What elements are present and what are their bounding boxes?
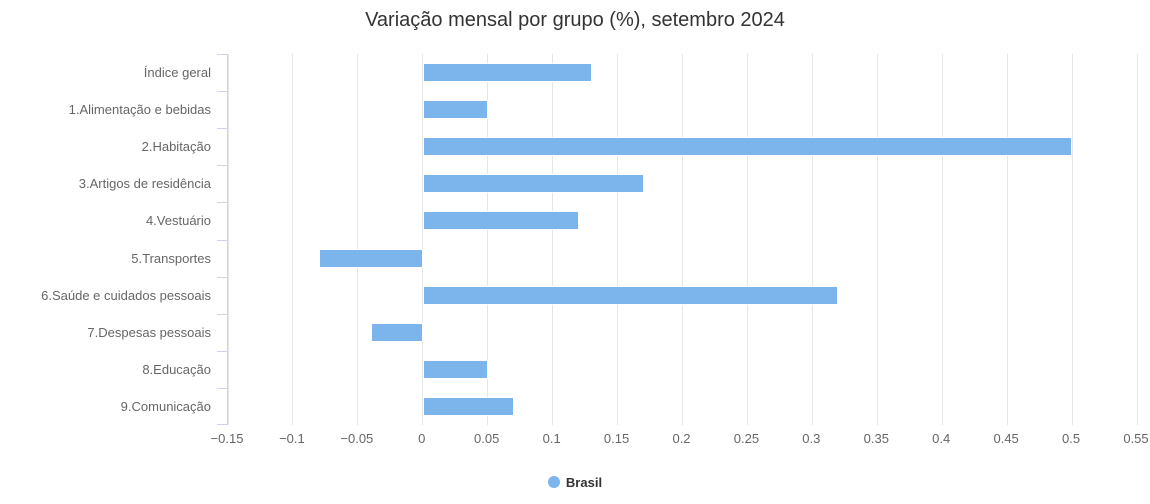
category-label: 5.Transportes	[131, 251, 211, 266]
bar[interactable]	[422, 211, 579, 230]
value-tick-label: −0.1	[279, 431, 305, 446]
bar[interactable]	[422, 137, 1073, 156]
value-tick-label: 0.55	[1123, 431, 1149, 446]
gridline	[357, 54, 359, 425]
category-label: 8.Educação	[142, 362, 211, 377]
bar[interactable]	[318, 249, 423, 268]
value-tick-label: 0.3	[802, 431, 821, 446]
axis-tick	[217, 54, 227, 55]
legend-marker-icon	[547, 476, 560, 488]
axis-tick	[217, 202, 227, 203]
value-tick-label: −0.05	[340, 431, 374, 446]
value-tick-label: 0.5	[1062, 431, 1081, 446]
gridline	[876, 54, 878, 425]
category-label: 7.Despesas pessoais	[87, 325, 211, 340]
gridline	[617, 54, 619, 425]
value-tick-label: 0.2	[672, 431, 691, 446]
gridline	[227, 54, 229, 425]
axis-tick	[217, 277, 227, 278]
gridline	[552, 54, 554, 425]
gridline	[746, 54, 748, 425]
legend-item-brasil[interactable]: Brasil	[544, 475, 606, 490]
axis-tick	[217, 351, 227, 352]
value-tick-label: 0.15	[603, 431, 630, 446]
category-label: 2.Habitação	[141, 139, 211, 154]
category-label: 9.Comunicação	[120, 399, 211, 414]
axis-tick	[217, 165, 227, 166]
axis-tick	[217, 128, 227, 129]
gridline	[941, 54, 943, 425]
plot-area	[217, 54, 1138, 425]
value-tick-label: 0.35	[863, 431, 889, 446]
value-tick-label: 0.4	[932, 431, 951, 446]
axis-tick	[217, 240, 227, 241]
value-tick-label: 0.1	[542, 431, 561, 446]
category-axis-labels: Índice geral 1.Alimentação e bebidas 2.Hab…	[0, 54, 211, 425]
gridline	[811, 54, 813, 425]
value-tick-label: 0.45	[993, 431, 1019, 446]
bar[interactable]	[422, 174, 644, 193]
category-label: 3.Artigos de residência	[78, 176, 211, 191]
bar[interactable]	[422, 100, 488, 119]
bar[interactable]	[422, 397, 514, 416]
axis-tick	[217, 388, 227, 389]
gridline	[292, 54, 294, 425]
category-label: 4.Vestuário	[145, 213, 211, 228]
category-label: 6.Saúde e cuidados pessoais	[41, 288, 211, 303]
bar[interactable]	[370, 323, 423, 342]
axis-tick	[217, 314, 227, 315]
bar[interactable]	[422, 360, 488, 379]
gridline	[1136, 54, 1138, 425]
axis-tick	[217, 424, 227, 425]
value-axis-labels: −0.15 −0.1 −0.05 0 0.05 0.1 0.15 0.2 0.25 0.3 0.35…	[211, 431, 1149, 449]
bar[interactable]	[422, 63, 592, 82]
bar[interactable]	[422, 286, 839, 305]
gridline	[1071, 54, 1073, 425]
gridline	[682, 54, 683, 425]
legend-label: Brasil	[565, 474, 603, 490]
chart-title: Variação mensal por grupo (%), setembro …	[365, 9, 785, 31]
axis-tick	[217, 91, 227, 92]
value-tick-label: −0.15	[210, 431, 244, 446]
value-tick-label: 0.05	[474, 431, 500, 446]
category-label: Índice geral	[143, 65, 211, 80]
category-label: 1.Alimentação e bebidas	[68, 102, 211, 117]
gridline	[1006, 54, 1008, 425]
value-tick-label: 0.25	[733, 431, 760, 446]
value-tick-label: 0	[418, 431, 426, 446]
gridline	[487, 54, 489, 425]
gridline	[422, 54, 424, 425]
legend: Brasil	[0, 468, 1150, 496]
